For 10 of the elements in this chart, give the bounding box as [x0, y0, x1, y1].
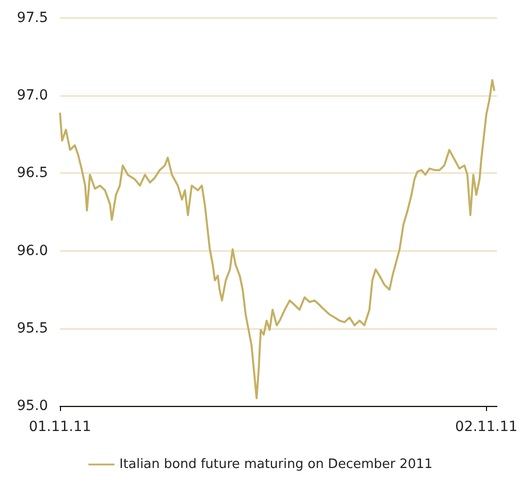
legend-label: Italian bond future maturing on December 2011 [119, 457, 433, 472]
line-series [59, 79, 496, 400]
y-tick-label: 97.0 [16, 88, 48, 104]
y-tick-label: 96.0 [16, 242, 48, 259]
x-tick-label: 02.11.11 [455, 419, 518, 435]
x-tick-label: 01.11.11 [28, 419, 92, 435]
y-tick-label: 97.5 [16, 10, 48, 26]
y-tick-label: 95.0 [16, 398, 48, 414]
y-tick-label: 96.5 [16, 165, 48, 182]
y-tick-label: 95.5 [16, 320, 48, 336]
